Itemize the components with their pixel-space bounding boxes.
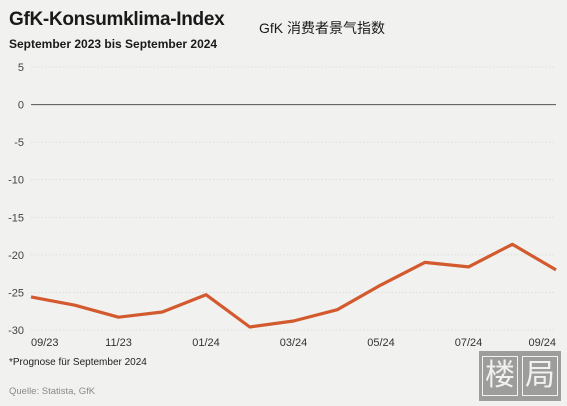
- y-tick-label: 0: [18, 100, 24, 112]
- source-text: Quelle: Statista, GfK: [9, 386, 96, 397]
- chart-subtitle: September 2023 bis September 2024: [9, 37, 218, 51]
- series-line: [30, 242, 557, 329]
- watermark-char-1: 楼: [482, 356, 518, 396]
- x-axis: 09/23 11/23 01/24 03/24 05/24 07/24 09/24: [31, 337, 556, 349]
- y-tick-label: -30: [8, 325, 24, 337]
- y-tick-label: -20: [8, 250, 24, 262]
- x-tick-label: 07/24: [455, 337, 483, 349]
- watermark-char-2: 局: [522, 356, 558, 396]
- chart-title: GfK-Konsumklima-Index: [9, 9, 225, 30]
- x-tick-label: 05/24: [367, 337, 395, 349]
- y-tick-label: -10: [8, 175, 24, 187]
- y-tick-label: 5: [18, 62, 24, 74]
- x-tick-label: 11/23: [105, 337, 132, 349]
- x-tick-label: 09/24: [528, 337, 556, 349]
- x-tick-label: 01/24: [192, 337, 220, 349]
- x-tick-label: 03/24: [280, 337, 308, 349]
- x-tick-label: 09/23: [31, 337, 59, 349]
- y-axis: 5 0 -5 -10 -15 -20 -25 -30: [8, 62, 24, 337]
- footnote: *Prognose für September 2024: [9, 357, 147, 368]
- watermark-logo: 楼 局: [479, 351, 561, 401]
- y-tick-label: -25: [8, 287, 24, 299]
- series-layer: [30, 242, 557, 329]
- grid-lines: [31, 66, 556, 331]
- overlay-title: GfK 消费者景气指数: [259, 20, 386, 36]
- y-tick-label: -5: [14, 137, 24, 149]
- y-tick-label: -15: [8, 212, 24, 224]
